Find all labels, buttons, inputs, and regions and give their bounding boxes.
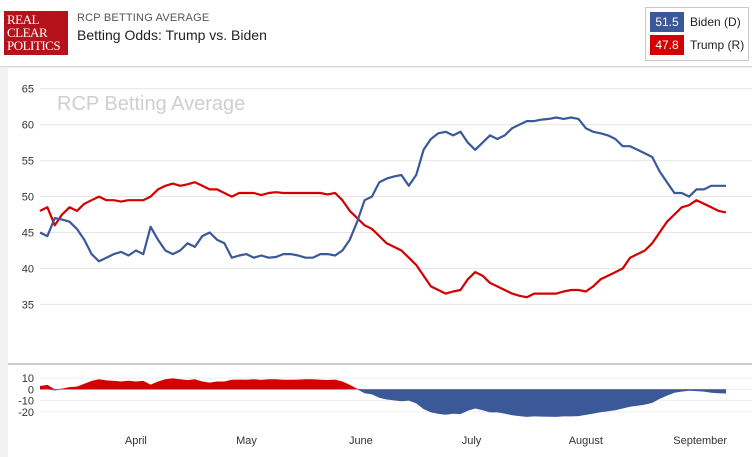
x-tick-label: July (462, 435, 482, 447)
trump-label: Trump (R) (690, 38, 745, 52)
y-tick-label: 50 (22, 192, 34, 204)
trump-line (39, 181, 727, 299)
chart-header: REAL CLEAR POLITICS RCP BETTING AVERAGE … (0, 0, 752, 67)
chart-kicker: RCP BETTING AVERAGE (77, 12, 210, 24)
x-tick-label: June (349, 435, 373, 447)
diff-tick-label: 0 (28, 384, 34, 396)
diff-tick-label: -10 (18, 396, 34, 408)
legend: 51.5 Biden (D) 47.8 Trump (R) (645, 7, 749, 61)
legend-item-biden[interactable]: 51.5 Biden (D) (650, 12, 746, 32)
trump-value-badge: 47.8 (650, 35, 684, 55)
y-tick-label: 40 (22, 263, 34, 275)
biden-label: Biden (D) (690, 15, 741, 29)
x-tick-label: August (569, 435, 603, 447)
y-tick-label: 60 (22, 120, 34, 132)
realclearpolitics-logo[interactable]: REAL CLEAR POLITICS (4, 11, 68, 55)
chart-watermark: RCP Betting Average (57, 93, 245, 115)
legend-item-trump[interactable]: 47.8 Trump (R) (650, 35, 746, 55)
x-tick-label: April (125, 435, 147, 447)
x-tick-label: May (236, 435, 257, 447)
diff-tick-label: 10 (22, 373, 34, 385)
chart-title: Betting Odds: Trump vs. Biden (77, 27, 267, 43)
x-tick-label: September (673, 435, 727, 447)
trump-lead-area (40, 378, 726, 390)
biden-lead-area (40, 389, 726, 417)
biden-line (39, 116, 726, 263)
y-tick-label: 65 (22, 84, 34, 96)
diff-tick-label: -20 (18, 407, 34, 419)
biden-value-badge: 51.5 (650, 12, 684, 32)
y-tick-label: 55 (22, 156, 34, 168)
y-tick-label: 35 (22, 299, 34, 311)
y-tick-label: 45 (22, 228, 34, 240)
